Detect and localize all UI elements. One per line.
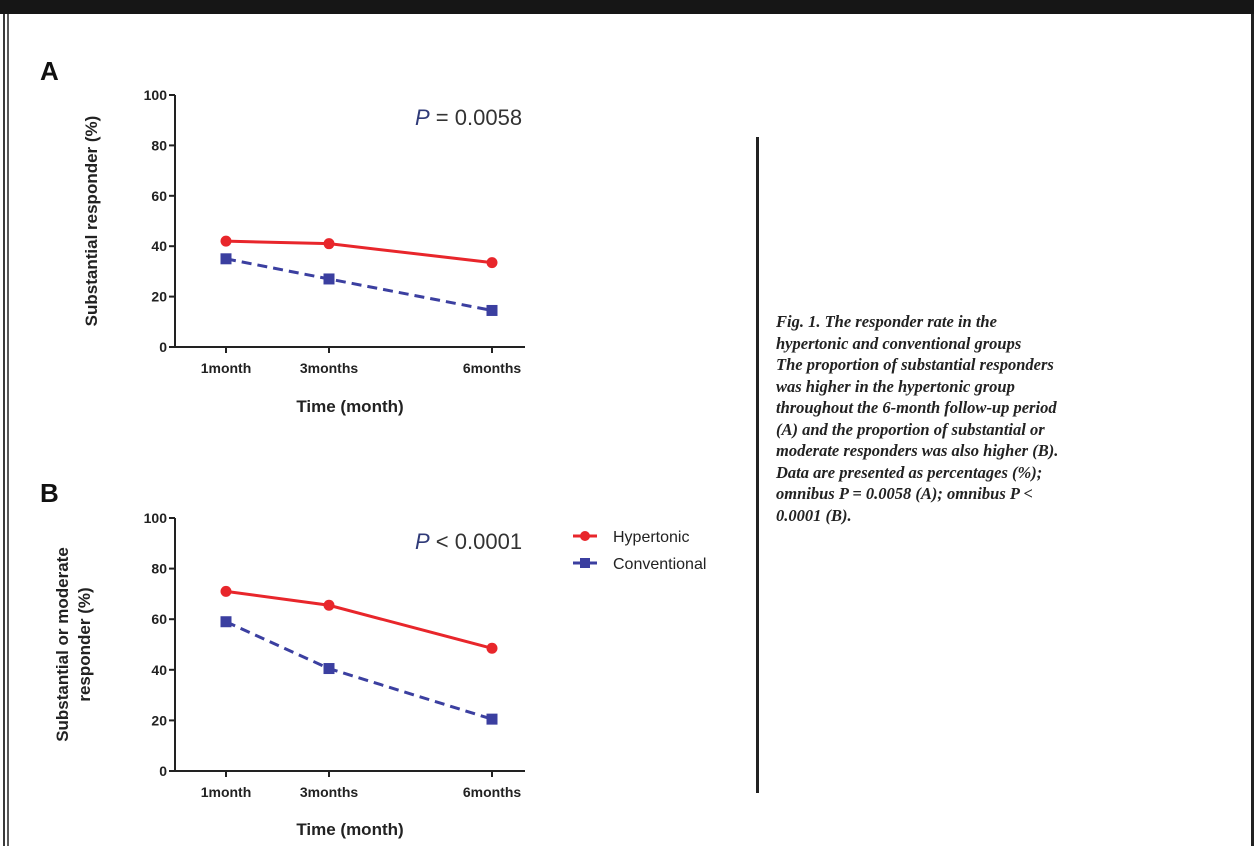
- y-tick-label: 80: [151, 137, 167, 153]
- y-tick-label: 0: [159, 763, 167, 779]
- data-point-conventional: [323, 663, 335, 675]
- legend-marker-hypertonic: [580, 531, 590, 541]
- data-point-conventional: [220, 253, 232, 265]
- y-axis-label: Substantial responder (%): [82, 116, 101, 327]
- legend-label-hypertonic: Hypertonic: [613, 529, 689, 546]
- vertical-divider: [756, 137, 759, 793]
- right-border: [1251, 14, 1254, 846]
- left-border-inner: [7, 14, 9, 846]
- series-line-hypertonic: [225, 589, 493, 650]
- data-point-hypertonic: [220, 585, 232, 597]
- figure-caption: Fig. 1. The responder rate in the hypert…: [776, 311, 1156, 526]
- p-value-text: = 0.0058: [430, 105, 522, 130]
- x-tick-label: 6months: [463, 360, 522, 376]
- caption-line: (A) and the proportion of substantial or: [776, 419, 1045, 439]
- series-line-hypertonic: [225, 239, 493, 265]
- data-point-hypertonic: [486, 257, 498, 269]
- legend-marker-conventional: [580, 558, 590, 568]
- y-tick-label: 40: [151, 238, 167, 254]
- p-value-annotation: P < 0.0001: [415, 529, 522, 554]
- y-axis-label-line: Substantial responder (%): [82, 116, 101, 327]
- p-value-symbol: P: [415, 529, 430, 554]
- y-tick-label: 100: [144, 510, 168, 526]
- left-border: [3, 14, 5, 846]
- caption-line: was higher in the hypertonic group: [776, 376, 1015, 396]
- caption-line: omnibus P = 0.0058 (A); omnibus P <: [776, 484, 1033, 503]
- y-tick-label: 20: [151, 712, 167, 728]
- x-tick-label: 3months: [300, 784, 359, 800]
- y-axis-label: Substantial or moderate responder (%): [53, 547, 94, 742]
- caption-line: The proportion of substantial responders: [776, 355, 1054, 374]
- y-tick-label: 60: [151, 188, 167, 204]
- data-point-hypertonic: [220, 235, 232, 247]
- caption-line: Data are presented as percentages (%);: [776, 462, 1043, 482]
- y-axis-label-line: Substantial or moderate: [53, 547, 72, 742]
- chart-panel-b: B 0 20 40 60 80 100 1month 3months 6months Time (m…: [40, 478, 706, 839]
- data-point-conventional: [220, 616, 232, 628]
- x-axis-label: Time (month): [296, 397, 403, 416]
- x-axis-label: Time (month): [296, 820, 403, 839]
- caption-line: hypertonic and conventional groups: [776, 333, 1022, 353]
- y-tick-label: 40: [151, 662, 167, 678]
- legend-label-conventional: Conventional: [613, 556, 706, 573]
- data-point-conventional: [486, 304, 498, 316]
- x-tick-label: 1month: [201, 360, 252, 376]
- y-axis-label-line: responder (%): [75, 587, 94, 701]
- caption-line: throughout the 6-month follow-up period: [776, 398, 1057, 417]
- y-tick-label: 60: [151, 611, 167, 627]
- chart-legend: Hypertonic Conventional: [573, 529, 706, 573]
- data-point-hypertonic: [323, 238, 335, 250]
- panel-label: B: [40, 478, 59, 508]
- data-point-conventional: [323, 273, 335, 285]
- y-tick-label: 100: [144, 87, 168, 103]
- caption-line: Fig. 1. The responder rate in the: [776, 312, 997, 331]
- y-tick-label: 0: [159, 339, 167, 355]
- chart-panel-a: A 0 20 40 60 80 100 1month 3months 6months Time (m…: [40, 56, 525, 416]
- data-point-conventional: [486, 713, 498, 725]
- data-point-hypertonic: [323, 599, 335, 611]
- x-tick-label: 3months: [300, 360, 359, 376]
- y-tick-label: 80: [151, 561, 167, 577]
- x-tick-label: 6months: [463, 784, 522, 800]
- caption-line: 0.0001 (B).: [776, 505, 852, 525]
- p-value-annotation: P = 0.0058: [415, 105, 522, 130]
- y-tick-label: 20: [151, 289, 167, 305]
- caption-line: moderate responders was also higher (B).: [776, 441, 1059, 460]
- top-border: [0, 0, 1254, 14]
- x-tick-label: 1month: [201, 784, 252, 800]
- data-point-hypertonic: [486, 642, 498, 654]
- p-value-symbol: P: [415, 105, 430, 130]
- series-line-conventional: [225, 257, 493, 312]
- panel-label: A: [40, 56, 59, 86]
- p-value-text: < 0.0001: [430, 529, 522, 554]
